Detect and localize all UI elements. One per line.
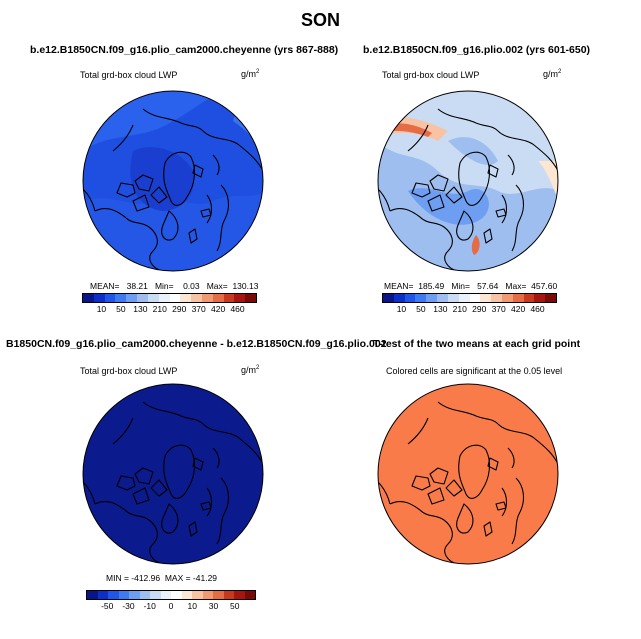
colorbar-swatch [213,591,224,599]
panel1-title: b.e12.B1850CN.f09_g16.plio_cam2000.cheye… [30,44,339,56]
colorbar-swatch [383,294,394,302]
colorbar-tick-label: 210 [152,304,167,314]
colorbar-swatch [212,294,224,302]
colorbar-swatch [97,591,108,599]
panel3-title: B1850CN.f09_g16.plio_cam2000.cheyenne - … [6,338,387,350]
colorbar-swatch [501,294,513,302]
colorbar-swatch [469,294,481,302]
colorbar-tick-label: 370 [191,304,206,314]
colorbar-tick-label: 10 [187,601,197,611]
colorbar-tick-label: 130 [433,304,448,314]
colorbar-tick-label: 10 [96,304,107,314]
colorbar-swatch [234,294,246,302]
colorbar-swatch [491,294,502,302]
colorbar-tick-label: 210 [452,304,467,314]
colorbar-swatch [147,294,159,302]
panel1-colorbar-bar [82,293,257,303]
colorbar-swatch [512,294,524,302]
panel2-units: g/m2 [543,69,562,79]
panel2-colorbar-bar [382,293,557,303]
colorbar-tick-label: 50 [116,304,126,314]
colorbar-swatch [458,294,470,302]
panel3-colorbar-ticks: -50 -30 -10 0 10 30 50 [86,600,256,612]
panel2-colorbar-ticks: 10 50 130 210 290 370 420 460 [382,303,557,315]
panel2-stats: MEAN= 185.49 Min= 57.64 Max= 457.60 [384,281,558,291]
panel1-map [82,90,264,272]
colorbar-swatch [426,294,438,302]
colorbar-swatch [126,294,138,302]
colorbar-swatch [415,294,427,302]
colorbar-tick-label: 50 [416,304,426,314]
colorbar-swatch [480,294,492,302]
colorbar-swatch [437,294,448,302]
panel3-colorbar-bar [86,590,256,600]
colorbar-tick-label: 420 [211,304,226,314]
colorbar-swatch [129,591,140,599]
panel1-stats: MEAN= 38.21 Min= 0.03 Max= 130.13 [90,281,259,291]
colorbar-swatch [93,294,105,302]
panel2-subtitle: Total grd-box cloud LWP [382,70,480,80]
colorbar-tick-label: 370 [491,304,506,314]
colorbar-tick-label: -30 [122,601,135,611]
colorbar-tick-label: 0 [168,601,174,611]
panel1-colorbar: 10 50 130 210 290 370 420 460 [82,293,257,315]
colorbar-swatch [201,294,213,302]
colorbar-swatch [158,294,170,302]
colorbar-swatch [139,591,150,599]
panel1-units: g/m2 [241,69,260,79]
colorbar-swatch [169,294,181,302]
colorbar-swatch [118,591,129,599]
colorbar-swatch [545,294,556,302]
panel4-map [377,383,559,565]
colorbar-swatch [234,591,245,599]
colorbar-swatch [202,591,213,599]
colorbar-tick-label: 290 [472,304,487,314]
colorbar-tick-label: 420 [511,304,526,314]
panel4-title: T-test of the two means at each grid poi… [373,338,581,350]
colorbar-tick-label: 130 [133,304,148,314]
colorbar-swatch [150,591,161,599]
colorbar-swatch [108,591,119,599]
colorbar-swatch [160,591,171,599]
colorbar-swatch [534,294,546,302]
panel3-subtitle: Total grd-box cloud LWP [80,366,178,376]
colorbar-tick-label: -10 [143,601,156,611]
colorbar-swatch [115,294,127,302]
colorbar-swatch [404,294,416,302]
colorbar-swatch [137,294,148,302]
colorbar-swatch [192,591,203,599]
panel3-units: g/m2 [241,365,260,375]
figure-title: SON [300,10,340,30]
colorbar-swatch [244,591,255,599]
colorbar-swatch [223,294,235,302]
colorbar-tick-label: 50 [230,601,240,611]
panel1-subtitle: Total grd-box cloud LWP [80,70,178,80]
panel3-stats: MIN = -412.96 MAX = -41.29 [106,573,218,583]
panel2-title: b.e12.B1850CN.f09_g16.plio.002 (yrs 601-… [363,44,591,56]
colorbar-swatch [223,591,234,599]
colorbar-swatch [447,294,459,302]
colorbar-swatch [181,591,192,599]
panel2-colorbar: 10 50 130 210 290 370 420 460 [382,293,557,315]
colorbar-tick-label: 460 [530,304,545,314]
colorbar-swatch [104,294,116,302]
colorbar-tick-label: 10 [396,304,407,314]
colorbar-swatch [191,294,202,302]
panel4-subtitle: Colored cells are significant at the 0.0… [386,366,563,376]
colorbar-swatch [523,294,535,302]
panel3-colorbar: -50 -30 -10 0 10 30 50 [86,590,256,612]
colorbar-tick-label: -50 [101,601,114,611]
colorbar-swatch [87,591,98,599]
panel1-colorbar-ticks: 10 50 130 210 290 370 420 460 [82,303,257,315]
colorbar-tick-label: 460 [230,304,245,314]
panel2-map [377,90,559,272]
colorbar-tick-label: 290 [172,304,187,314]
panel3-map [82,383,264,565]
colorbar-swatch [245,294,256,302]
colorbar-swatch [171,591,182,599]
colorbar-swatch [180,294,192,302]
colorbar-tick-label: 30 [208,601,219,611]
colorbar-swatch [393,294,405,302]
colorbar-swatch [83,294,94,302]
